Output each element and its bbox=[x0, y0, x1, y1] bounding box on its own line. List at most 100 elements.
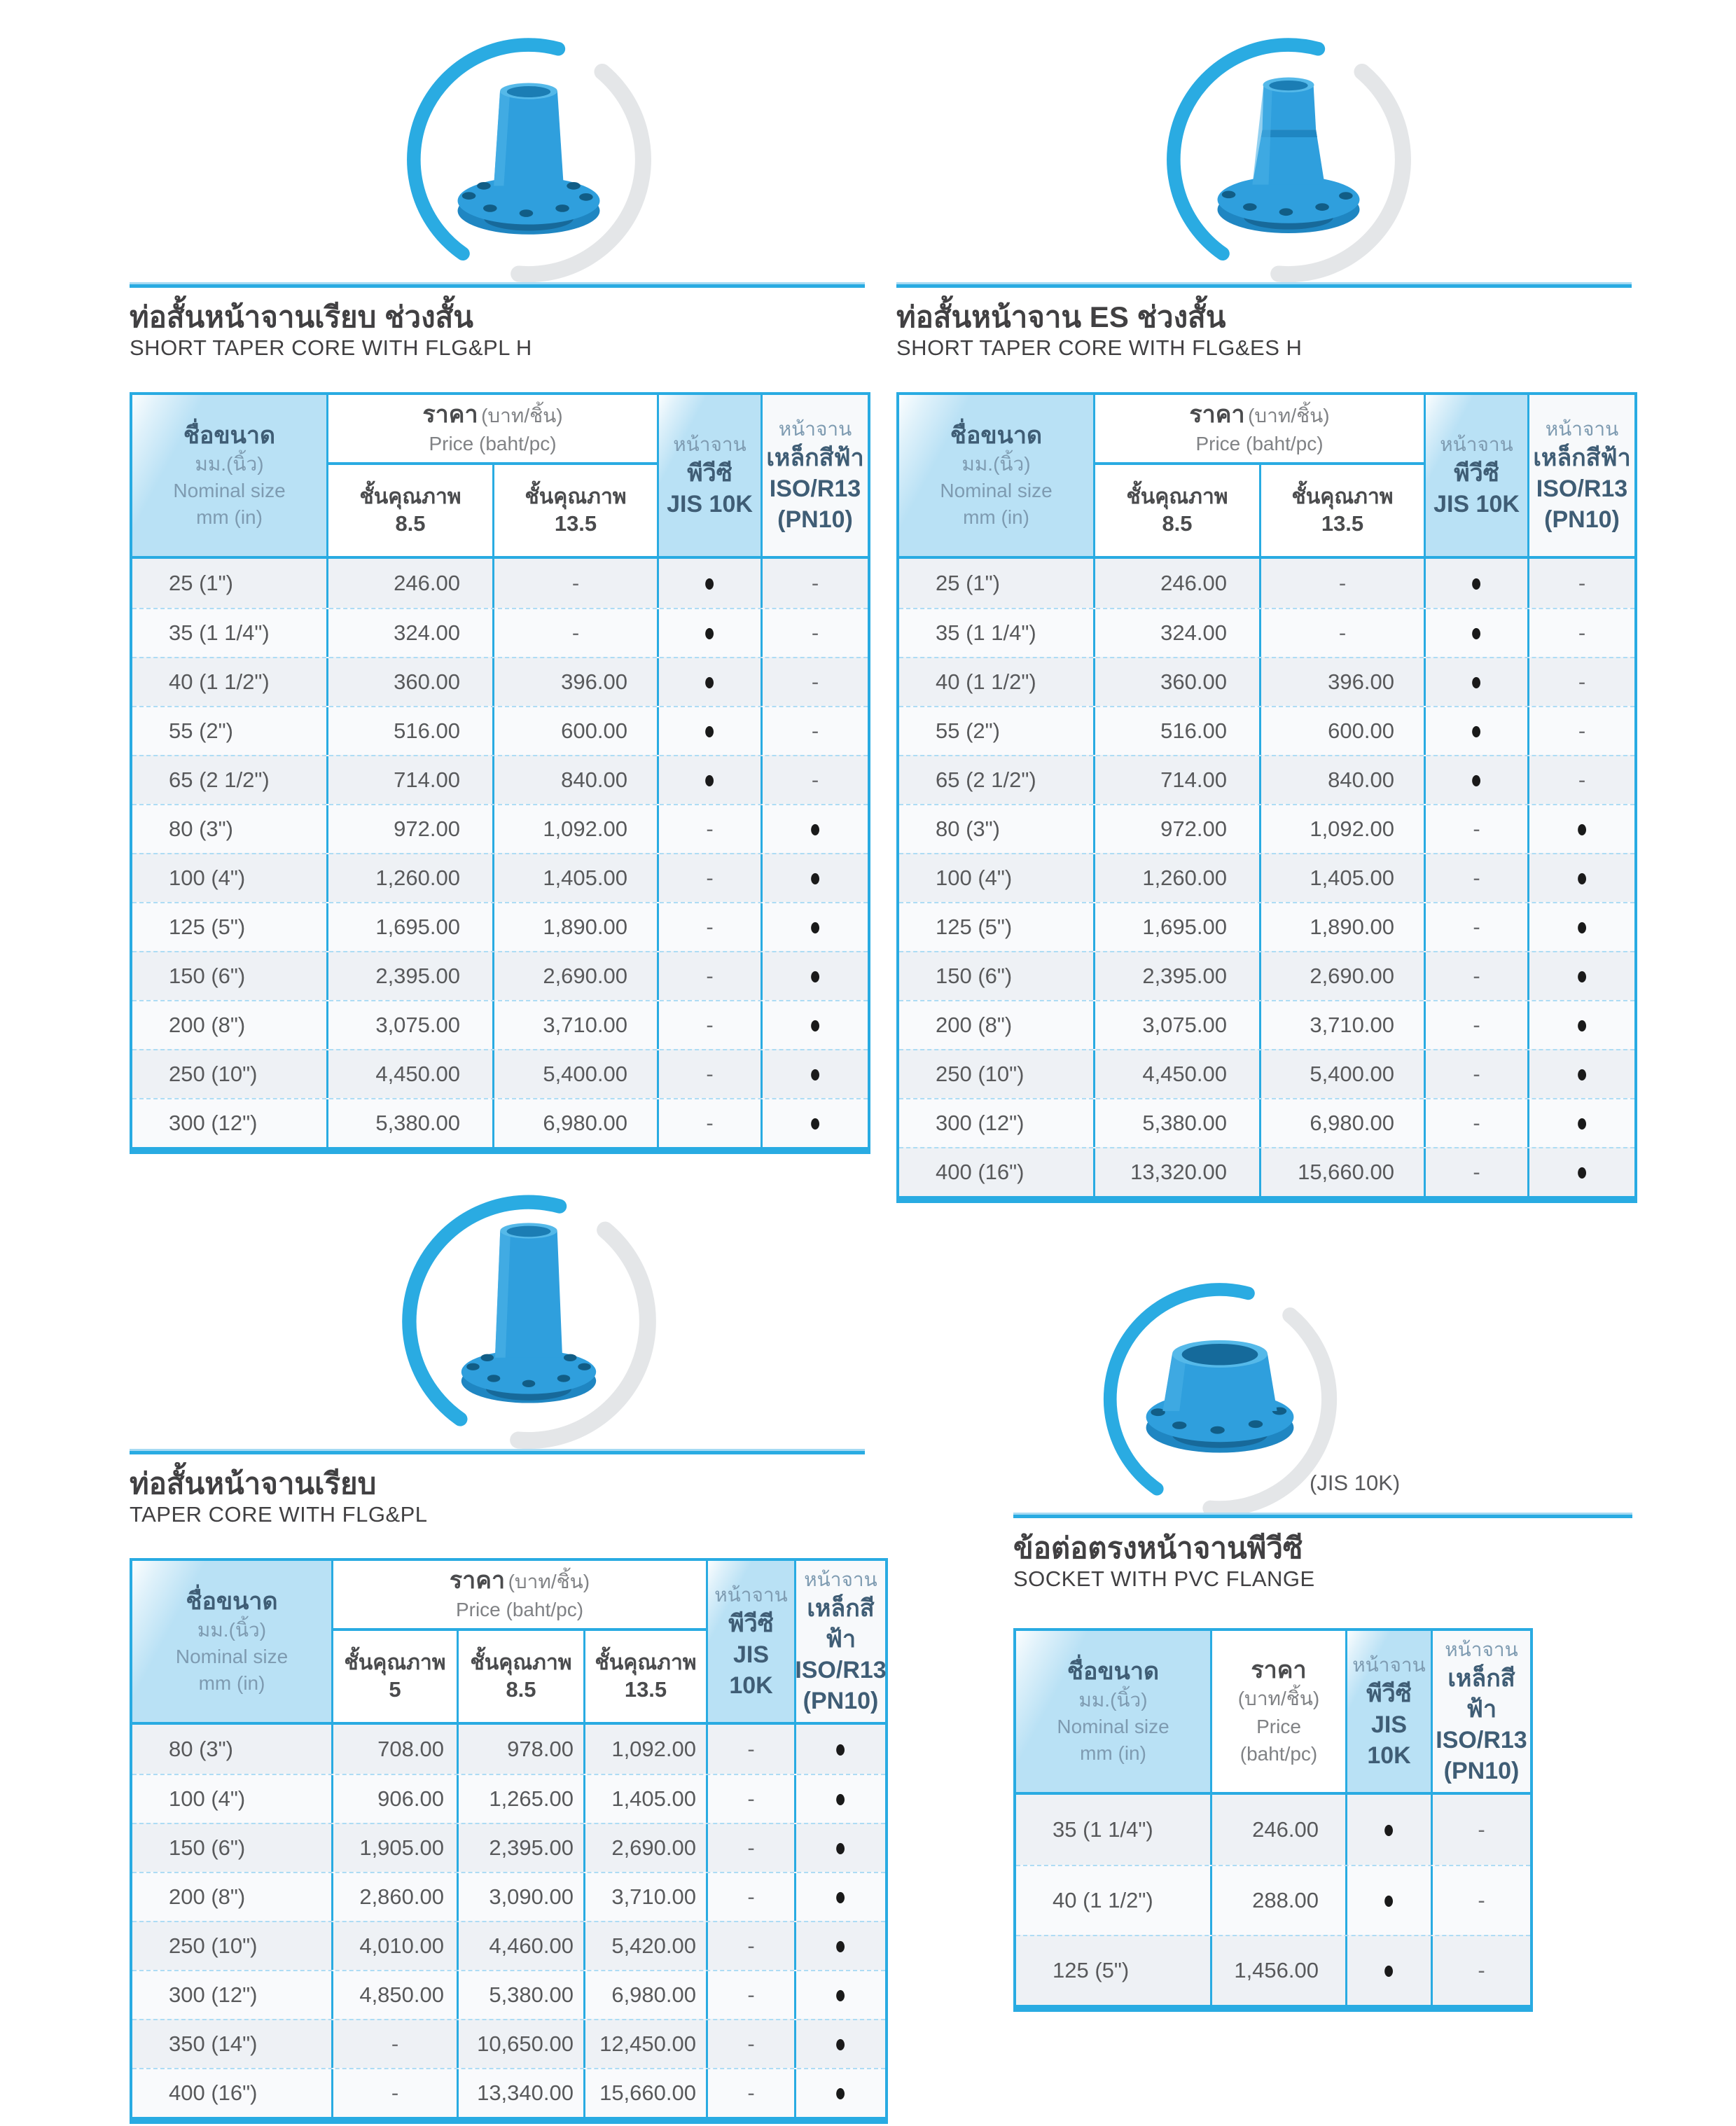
cell-text: 906.00 bbox=[377, 1786, 444, 1811]
price-cell: 516.00 bbox=[328, 707, 494, 755]
price-cell: 906.00 bbox=[333, 1775, 459, 1823]
cell-text: 100 (4") bbox=[169, 866, 246, 890]
cell-text: ● bbox=[1576, 863, 1588, 892]
section-title-english: SOCKET WITH PVC FLANGE bbox=[1013, 1566, 1315, 1591]
cell-text: ● bbox=[1576, 814, 1588, 843]
cell-text: ● bbox=[809, 912, 821, 941]
availability-dot-cell: ● bbox=[763, 1050, 868, 1098]
cell-text: - bbox=[706, 817, 714, 841]
price-cell: 2,690.00 bbox=[585, 1824, 708, 1872]
not-available-cell: - bbox=[659, 1001, 763, 1049]
table-row: 350 (14") - 10,650.00 12,450.00 - ● bbox=[132, 2019, 885, 2068]
availability-dot-cell: ● bbox=[1347, 1795, 1433, 1865]
header-label: มม.(นิ้ว) bbox=[197, 1619, 267, 1641]
cell-text: 25 (1") bbox=[169, 571, 233, 595]
not-available-cell: - bbox=[1426, 1099, 1529, 1147]
price-table-short-taper-flges: ชื่อขนาด มม.(นิ้ว) Nominal size mm (in) … bbox=[896, 392, 1637, 1203]
price-cell: 396.00 bbox=[494, 658, 659, 706]
cell-text: 25 (1") bbox=[936, 571, 1000, 595]
availability-dot-cell: ● bbox=[659, 609, 763, 657]
cell-text: - bbox=[1578, 718, 1586, 743]
cell-text: 516.00 bbox=[394, 718, 460, 743]
cell-text: - bbox=[747, 1933, 755, 1958]
header-label: ชื่อขนาด bbox=[183, 422, 276, 450]
size-cell: 125 (5") bbox=[1016, 1936, 1212, 2005]
cell-text: 1,265.00 bbox=[489, 1786, 574, 1811]
cell-text: 250 (10") bbox=[936, 1062, 1025, 1086]
cell-text: - bbox=[747, 1737, 755, 1761]
cell-text: 3,710.00 bbox=[1310, 1013, 1394, 1037]
cell-text: 708.00 bbox=[377, 1737, 444, 1761]
not-available-cell: - bbox=[1529, 756, 1634, 804]
cell-text: 324.00 bbox=[394, 620, 460, 645]
cell-text: ● bbox=[835, 2029, 847, 2058]
not-available-cell: - bbox=[1529, 559, 1634, 608]
price-table-socket-pvc-flange: ชื่อขนาด มม.(นิ้ว) Nominal size mm (in) … bbox=[1013, 1628, 1533, 2012]
availability-dot-cell: ● bbox=[1529, 805, 1634, 853]
cell-text: 4,460.00 bbox=[489, 1933, 574, 1958]
cell-text: 80 (3") bbox=[936, 817, 1000, 841]
cell-text: 1,695.00 bbox=[375, 915, 460, 939]
price-cell: 3,710.00 bbox=[585, 1873, 708, 1921]
size-cell: 25 (1") bbox=[899, 559, 1095, 608]
price-cell: 1,905.00 bbox=[333, 1824, 459, 1872]
not-available-cell: - bbox=[494, 559, 659, 608]
cell-text: ● bbox=[1383, 1955, 1395, 1985]
table-body: 35 (1 1/4") 246.00 ● -40 (1 1/2") 288.00 ● -12… bbox=[1016, 1795, 1530, 2005]
not-available-cell: - bbox=[659, 952, 763, 1000]
cell-text: 1,405.00 bbox=[1310, 866, 1394, 890]
header-label: พีวีซี bbox=[1454, 459, 1499, 487]
size-cell: 200 (8") bbox=[132, 1001, 328, 1049]
price-cell: 10,650.00 bbox=[459, 2020, 585, 2068]
cell-text: ● bbox=[1471, 667, 1482, 696]
not-available-cell: - bbox=[659, 1099, 763, 1147]
section-divider bbox=[130, 1449, 865, 1454]
price-cell: 3,090.00 bbox=[459, 1873, 585, 1921]
section-title-english: TAPER CORE WITH FLG&PL bbox=[130, 1502, 428, 1527]
column-header-class-8-5: ชั้นคุณภาพ 8.5 bbox=[459, 1631, 585, 1722]
price-header-english: Price (baht/pc) bbox=[1195, 432, 1324, 454]
header-label: ISO/R13 bbox=[769, 475, 861, 502]
header-label: Nominal size bbox=[173, 480, 286, 502]
header-label: หน้าจาน bbox=[804, 1568, 877, 1590]
availability-dot-cell: ● bbox=[796, 1725, 885, 1774]
size-cell: 400 (16") bbox=[899, 1148, 1095, 1196]
flange-fitting-illustration bbox=[1167, 38, 1411, 283]
not-available-cell: - bbox=[1261, 609, 1426, 657]
price-cell: 1,405.00 bbox=[585, 1775, 708, 1823]
cell-text: - bbox=[747, 2080, 755, 2105]
table-row: 200 (8") 2,860.00 3,090.00 3,710.00 - ● bbox=[132, 1872, 885, 1921]
table-row: 300 (12") 5,380.00 6,980.00 - ● bbox=[899, 1098, 1634, 1147]
price-cell: 972.00 bbox=[328, 805, 494, 853]
cell-text: 2,690.00 bbox=[611, 1835, 696, 1860]
cell-text: 150 (6") bbox=[936, 964, 1013, 988]
table-body: 25 (1") 246.00- ● -35 (1 1/4") 324.00- ● -40 (… bbox=[132, 559, 868, 1147]
table-header: ชื่อขนาด มม.(นิ้ว) Nominal size mm (in) … bbox=[132, 395, 868, 559]
cell-text: ● bbox=[704, 618, 716, 647]
price-cell: 4,450.00 bbox=[1095, 1050, 1261, 1098]
price-cell: 840.00 bbox=[494, 756, 659, 804]
cell-text: - bbox=[391, 2031, 399, 2056]
availability-dot-cell: ● bbox=[796, 1971, 885, 2019]
header-value: 13.5 bbox=[554, 511, 597, 536]
size-cell: 65 (2 1/2") bbox=[132, 756, 328, 804]
availability-dot-cell: ● bbox=[1426, 658, 1529, 706]
table-row: 35 (1 1/4") 246.00 ● - bbox=[1016, 1795, 1530, 1865]
section-title-english: SHORT TAPER CORE WITH FLG&ES H bbox=[896, 335, 1303, 360]
not-available-cell: - bbox=[659, 854, 763, 902]
not-available-cell: - bbox=[763, 707, 868, 755]
not-available-cell: - bbox=[1426, 1050, 1529, 1098]
column-header-nominal-size: ชื่อขนาด มม.(นิ้ว) Nominal size mm (in) bbox=[899, 395, 1095, 556]
availability-dot-cell: ● bbox=[1529, 1099, 1634, 1147]
cell-text: 5,420.00 bbox=[611, 1933, 696, 1958]
cell-text: - bbox=[1473, 1111, 1480, 1135]
size-cell: 125 (5") bbox=[132, 903, 328, 951]
cell-text: 3,075.00 bbox=[375, 1013, 460, 1037]
cell-text: 1,405.00 bbox=[543, 866, 627, 890]
cell-text: 3,710.00 bbox=[611, 1884, 696, 1909]
cell-text: 516.00 bbox=[1160, 718, 1227, 743]
cell-text: 40 (1 1/2") bbox=[1053, 1888, 1153, 1912]
not-available-cell: - bbox=[1426, 1001, 1529, 1049]
cell-text: 35 (1 1/4") bbox=[169, 620, 270, 645]
price-cell: 1,890.00 bbox=[1261, 903, 1426, 951]
